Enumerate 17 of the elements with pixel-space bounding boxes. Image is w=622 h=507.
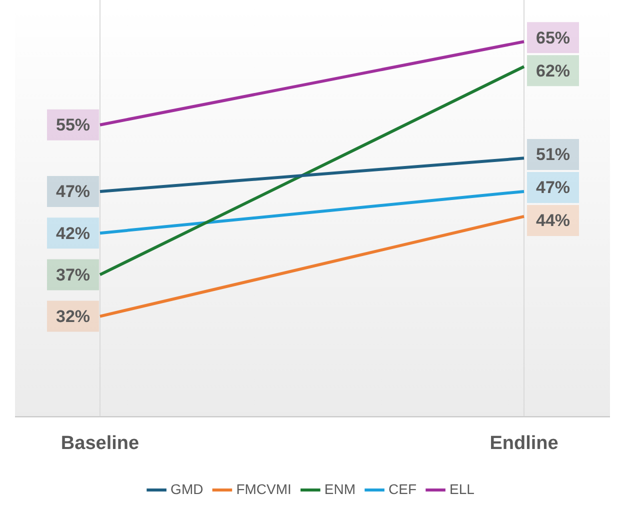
data-label: 65%	[536, 28, 570, 48]
x-tick-label: Baseline	[60, 432, 140, 454]
data-label: 51%	[536, 145, 570, 164]
legend-label: FMCVMI	[236, 480, 292, 497]
legend-label: ELL	[450, 480, 475, 497]
data-label: 62%	[536, 61, 570, 80]
data-label: 47%	[536, 178, 570, 198]
legend-label: ENM	[324, 480, 356, 497]
legend-label: CEF	[388, 480, 417, 497]
x-tick-label: Endline	[490, 432, 558, 454]
data-label: 44%	[536, 211, 570, 230]
legend-label: GMD	[170, 480, 204, 497]
data-label: 37%	[56, 265, 90, 284]
data-label: 32%	[56, 307, 90, 326]
data-label: 47%	[56, 182, 90, 202]
data-label: 55%	[56, 116, 90, 135]
data-label: 42%	[56, 224, 90, 243]
